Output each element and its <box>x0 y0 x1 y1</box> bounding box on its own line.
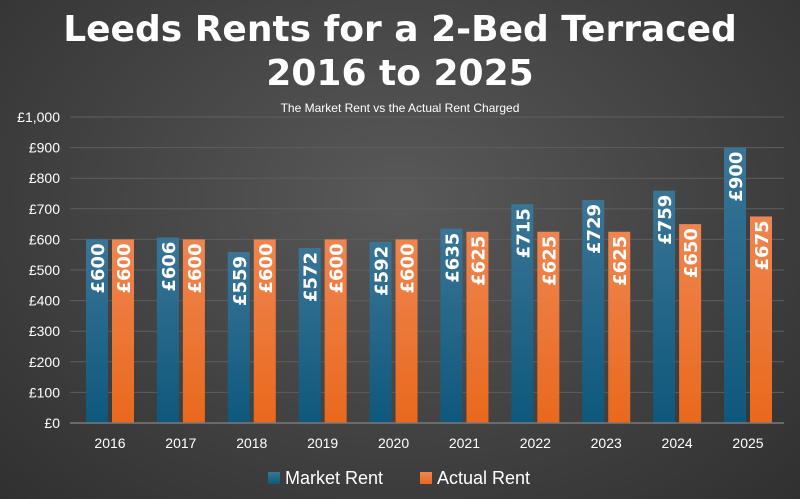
legend-actual-swatch <box>420 472 432 484</box>
x-tick-label: 2021 <box>449 435 480 451</box>
x-tick-label: 2023 <box>591 435 622 451</box>
data-label: £900 <box>726 152 747 202</box>
title-line-1: Leeds Rents for a 2-Bed Terraced <box>63 9 737 50</box>
x-tick-label: 2024 <box>662 435 693 451</box>
data-label: £675 <box>752 220 773 270</box>
y-tick-label: £500 <box>29 262 60 278</box>
y-tick-label: £600 <box>29 231 60 247</box>
actual-rent-bar <box>182 239 205 423</box>
y-tick-label: £400 <box>29 293 60 309</box>
data-label: £600 <box>256 243 277 293</box>
actual-rent-bar <box>324 239 347 423</box>
data-label: £729 <box>584 204 605 254</box>
x-tick-label: 2018 <box>236 435 267 451</box>
data-label: £600 <box>327 243 348 293</box>
chart-title: Leeds Rents for a 2-Bed Terraced 2016 to … <box>0 8 800 96</box>
legend-label: Actual Rent <box>437 468 530 488</box>
y-tick-label: £0 <box>44 415 60 431</box>
actual-rent-bar <box>112 239 134 423</box>
x-tick-label: 2016 <box>94 435 125 451</box>
y-tick-label: £700 <box>29 201 60 217</box>
actual-rent-bar <box>608 231 631 423</box>
market-rent-bar <box>369 241 392 423</box>
data-label: £600 <box>114 243 135 293</box>
market-rent-bar <box>86 239 108 423</box>
market-rent-bar <box>511 204 534 423</box>
data-label: £650 <box>681 228 702 278</box>
legend-label: Market Rent <box>285 468 383 488</box>
actual-rent-bar <box>679 224 702 423</box>
actual-rent-bar <box>253 239 276 423</box>
actual-rent-bar <box>466 231 489 423</box>
y-tick-label: £800 <box>29 170 60 186</box>
actual-rent-bar <box>537 231 560 423</box>
legend-market-swatch <box>268 472 280 484</box>
x-tick-label: 2017 <box>165 435 196 451</box>
market-rent-bar <box>582 199 605 423</box>
data-label: £625 <box>468 236 489 286</box>
market-rent-bar <box>227 251 250 423</box>
data-label: £759 <box>655 195 676 245</box>
data-label: £625 <box>610 236 631 286</box>
title-line-2: 2016 to 2025 <box>266 53 534 94</box>
market-rent-bar <box>440 228 463 423</box>
market-rent-bar <box>298 247 321 423</box>
data-label: £600 <box>398 243 419 293</box>
x-tick-label: 2022 <box>520 435 551 451</box>
y-tick-label: £200 <box>29 354 60 370</box>
data-label: £600 <box>185 243 206 293</box>
market-rent-bar <box>653 190 676 423</box>
data-label: £592 <box>372 246 393 296</box>
x-tick-label: 2025 <box>732 435 763 451</box>
data-label: £600 <box>88 243 109 293</box>
data-label: £715 <box>513 208 534 258</box>
data-label: £606 <box>159 242 180 292</box>
market-rent-bar <box>156 237 179 423</box>
y-tick-label: £300 <box>29 323 60 339</box>
data-label: £572 <box>301 252 322 302</box>
data-label: £625 <box>539 236 560 286</box>
market-rent-bar <box>724 147 746 423</box>
x-tick-label: 2019 <box>307 435 338 451</box>
y-tick-label: £900 <box>29 140 60 156</box>
y-tick-label: £100 <box>29 384 60 400</box>
y-tick-label: £1,000 <box>17 109 60 125</box>
actual-rent-bar <box>395 239 418 423</box>
data-label: £559 <box>230 256 251 306</box>
actual-rent-bar <box>750 216 772 423</box>
x-tick-label: 2020 <box>378 435 409 451</box>
chart-subtitle: The Market Rent vs the Actual Rent Charg… <box>280 101 520 115</box>
data-label: £635 <box>442 233 463 283</box>
